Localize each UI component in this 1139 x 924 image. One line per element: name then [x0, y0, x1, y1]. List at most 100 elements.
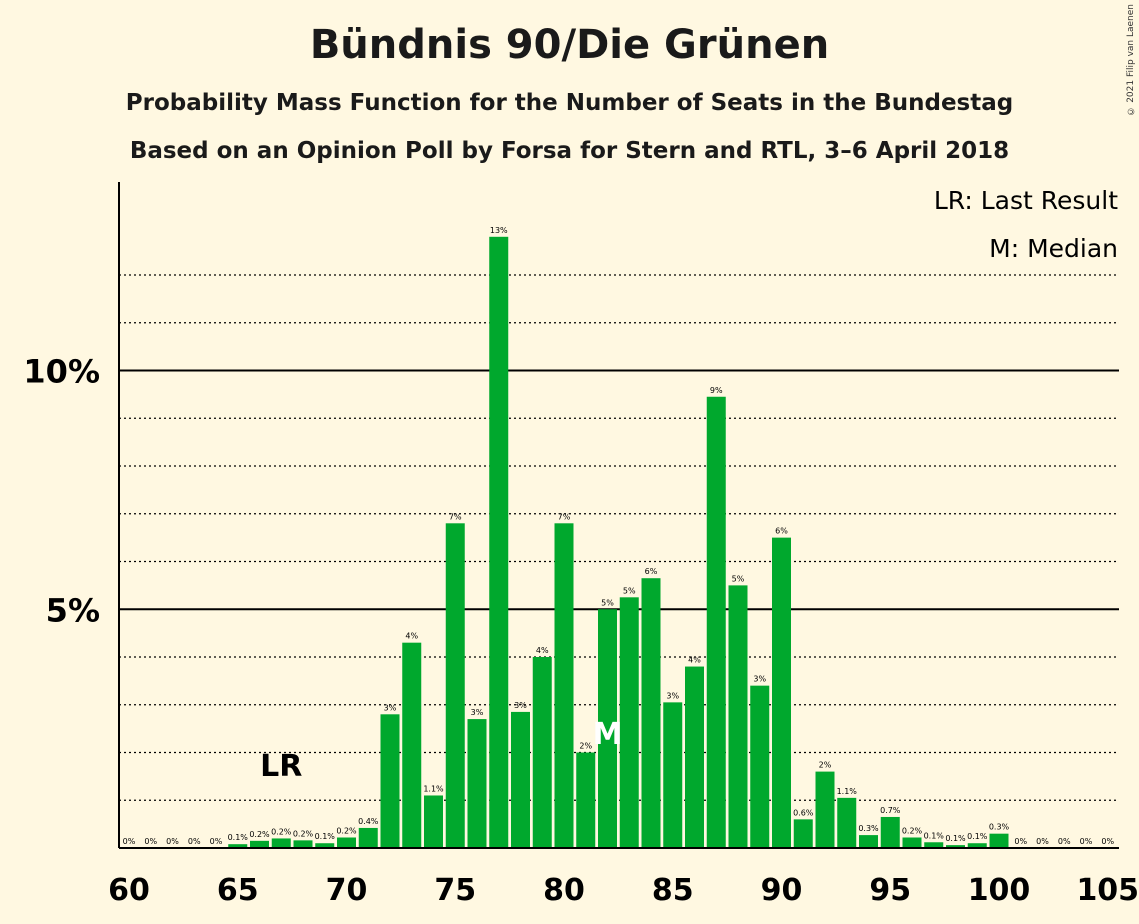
bar-seat-100 [989, 833, 1009, 848]
bar-label-seat-73: 4% [405, 632, 418, 641]
bar-label-seat-89: 3% [753, 675, 766, 684]
chart-source-subtitle: Based on an Opinion Poll by Forsa for St… [129, 138, 1010, 164]
x-tick-70: 70 [326, 873, 368, 908]
bar-seat-89 [750, 685, 770, 848]
bar-label-seat-102: 0% [1036, 837, 1049, 846]
bar-seat-99 [967, 843, 987, 848]
bar-label-seat-90: 6% [775, 527, 788, 536]
chart-subtitle: Probability Mass Function for the Number… [125, 90, 1014, 116]
bar-label-seat-72: 3% [384, 703, 397, 712]
bar-seat-86 [685, 666, 704, 848]
bar-seat-88 [728, 585, 748, 848]
bar-seat-82 [598, 609, 617, 848]
bar-label-seat-86: 4% [688, 656, 701, 665]
bar-seat-90 [772, 537, 791, 848]
bar-label-seat-100: 0.3% [989, 823, 1010, 832]
x-tick-85: 85 [652, 873, 694, 908]
x-tick-65: 65 [217, 873, 259, 908]
bar-seat-78 [511, 711, 530, 848]
bar-seat-94 [859, 835, 878, 848]
bar-label-seat-65: 0.1% [228, 833, 249, 842]
bar-seat-96 [902, 837, 922, 848]
bar-seat-73 [402, 642, 422, 848]
bar-label-seat-63: 0% [188, 837, 201, 846]
bar-label-seat-101: 0% [1014, 837, 1027, 846]
bar-seat-70 [337, 837, 356, 848]
x-tick-80: 80 [543, 873, 585, 908]
bar-seat-74 [424, 795, 443, 848]
bar-label-seat-95: 0.7% [880, 806, 901, 815]
bar-seat-67 [271, 838, 291, 848]
x-tick-75: 75 [434, 873, 476, 908]
bar-series [228, 236, 1009, 849]
last-result-marker: LR [260, 749, 302, 784]
bar-label-seat-84: 6% [645, 567, 658, 576]
bar-label-seat-96: 0.2% [902, 826, 923, 835]
bar-seat-71 [358, 827, 378, 848]
bar-label-seat-98: 0.1% [945, 834, 966, 843]
bar-seat-79 [532, 657, 552, 848]
bar-label-seat-76: 3% [471, 708, 484, 717]
bar-label-seat-80: 7% [558, 512, 571, 521]
bar-seat-97 [924, 842, 944, 848]
bar-label-seat-85: 3% [666, 691, 679, 700]
bar-label-seat-83: 5% [623, 586, 636, 595]
x-tick-60: 60 [108, 873, 150, 908]
y-tick-10: 10% [23, 353, 100, 391]
bar-label-seat-69: 0.1% [315, 832, 336, 841]
bar-seat-66 [250, 840, 269, 848]
median-marker: M [593, 717, 623, 752]
bar-label-seat-79: 4% [536, 646, 549, 655]
bar-label-seat-92: 2% [819, 761, 832, 770]
bar-seat-68 [293, 840, 313, 848]
bar-label-seat-88: 5% [732, 574, 745, 583]
bar-label-seat-60: 0% [123, 837, 136, 846]
bar-label-seat-105: 0% [1101, 837, 1114, 846]
legend-last-result: LR: Last Result [934, 186, 1118, 215]
x-tick-105: 105 [1076, 873, 1139, 908]
x-tick-90: 90 [761, 873, 803, 908]
gridlines [119, 274, 1119, 801]
bar-seat-83 [619, 597, 639, 848]
bar-seat-93 [837, 797, 857, 848]
bar-value-labels: 0% 0% 0% 0% 0% 0.1% 0.2% 0.2% 0.2% 0.1%0.2%0.4%3%… [123, 226, 1115, 846]
bar-seat-84 [641, 578, 661, 848]
bar-label-seat-93: 1.1% [837, 787, 858, 796]
legend-median: M: Median [989, 234, 1118, 263]
bar-label-seat-64: 0% [210, 837, 223, 846]
bar-label-seat-82: 5% [601, 598, 614, 607]
bar-seat-87 [706, 396, 726, 848]
y-tick-5: 5% [46, 591, 100, 629]
bar-label-seat-77: 13% [490, 226, 508, 235]
x-tick-95: 95 [869, 873, 911, 908]
bar-seat-91 [793, 819, 813, 848]
bar-seat-81 [576, 752, 596, 848]
bar-label-seat-74: 1.1% [423, 784, 444, 793]
bar-label-seat-78: 3% [514, 701, 527, 710]
bar-seat-69 [315, 843, 335, 848]
bar-seat-80 [554, 523, 574, 848]
bar-label-seat-75: 7% [449, 512, 462, 521]
bar-seat-72 [380, 714, 400, 848]
bar-label-seat-71: 0.4% [358, 817, 379, 826]
bar-seat-65 [228, 844, 248, 848]
bar-label-seat-99: 0.1% [967, 832, 988, 841]
x-tick-100: 100 [968, 873, 1031, 908]
bar-seat-98 [946, 845, 965, 848]
bar-seat-77 [489, 236, 509, 849]
bar-label-seat-67: 0.2% [271, 827, 292, 836]
bar-label-seat-70: 0.2% [336, 826, 357, 835]
bar-seat-92 [815, 771, 835, 848]
bar-label-seat-87: 9% [710, 386, 723, 395]
bar-label-seat-97: 0.1% [924, 831, 945, 840]
bar-label-seat-91: 0.6% [793, 808, 814, 817]
bar-seat-85 [663, 702, 683, 848]
bar-label-seat-61: 0% [144, 837, 157, 846]
bar-label-seat-81: 2% [579, 742, 592, 751]
bar-seat-75 [445, 523, 465, 848]
bar-label-seat-103: 0% [1058, 837, 1071, 846]
bar-label-seat-62: 0% [166, 837, 179, 846]
bar-seat-95 [880, 816, 900, 848]
x-axis-tick-labels: 60 65 70 75 80 85 90 95 100 105 [108, 873, 1139, 908]
